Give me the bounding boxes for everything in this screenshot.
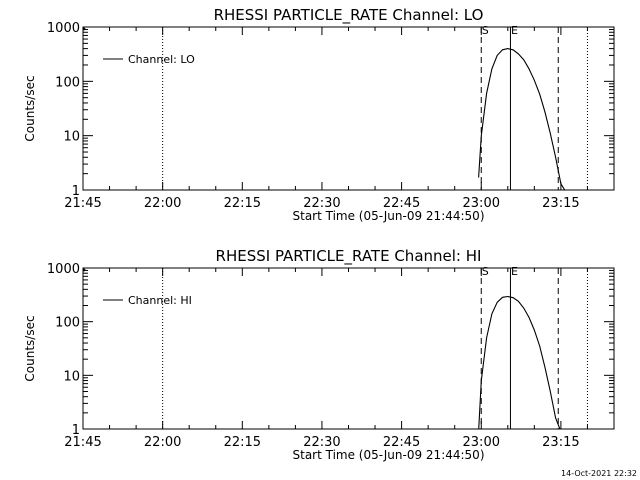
y-tick-label: 1 — [72, 184, 80, 199]
data-series-line — [478, 48, 566, 190]
chart-panel-hi: RHESSI PARTICLE_RATE Channel: HI Counts/s… — [23, 247, 615, 462]
y-tick-label: 1 — [72, 423, 80, 438]
x-tick-label: 23:15 — [542, 196, 579, 211]
x-tick-label: 22:45 — [383, 196, 420, 211]
x-axis-label: Start Time (05-Jun-09 21:44:50) — [293, 448, 485, 462]
x-axis-label: Start Time (05-Jun-09 21:44:50) — [293, 209, 485, 223]
time-marker-label: S — [482, 24, 489, 37]
time-marker-label: E — [511, 265, 518, 278]
x-tick-label: 22:30 — [303, 435, 340, 450]
y-tick-label: 1000 — [47, 262, 80, 277]
y-tick-label: 1000 — [47, 21, 80, 36]
y-tick-label: 100 — [55, 316, 80, 331]
x-tick-label: 22:15 — [224, 196, 261, 211]
x-tick-label: 23:00 — [463, 196, 500, 211]
time-marker-label: S — [482, 265, 489, 278]
plot-timestamp: 14-Oct-2021 22:32 — [561, 469, 637, 478]
y-tick-label: 100 — [55, 75, 80, 90]
y-tick-label: 10 — [63, 369, 80, 384]
legend-label: Channel: LO — [128, 53, 195, 66]
x-tick-label: 22:30 — [303, 196, 340, 211]
chart-title: RHESSI PARTICLE_RATE Channel: HI — [216, 247, 482, 266]
x-tick-label: 21:45 — [64, 435, 101, 450]
y-axis-label: Counts/sec — [23, 75, 37, 141]
x-tick-label: 23:15 — [542, 435, 579, 450]
corner-dot — [82, 268, 86, 272]
time-marker-label: E — [511, 24, 518, 37]
corner-dot — [82, 27, 86, 31]
chart-panel-lo: RHESSI PARTICLE_RATE Channel: LO Counts/s… — [23, 6, 615, 223]
x-tick-label: 22:15 — [224, 435, 261, 450]
y-tick-label: 10 — [63, 130, 80, 145]
x-tick-label: 22:00 — [144, 435, 181, 450]
x-tick-label: 22:45 — [383, 435, 420, 450]
data-series-line — [478, 295, 561, 429]
x-tick-label: 22:00 — [144, 196, 181, 211]
y-axis-label: Counts/sec — [23, 315, 37, 381]
x-tick-label: 23:00 — [463, 435, 500, 450]
chart-title: RHESSI PARTICLE_RATE Channel: LO — [214, 6, 484, 25]
legend-label: Channel: HI — [128, 294, 192, 307]
x-tick-label: 21:45 — [64, 196, 101, 211]
